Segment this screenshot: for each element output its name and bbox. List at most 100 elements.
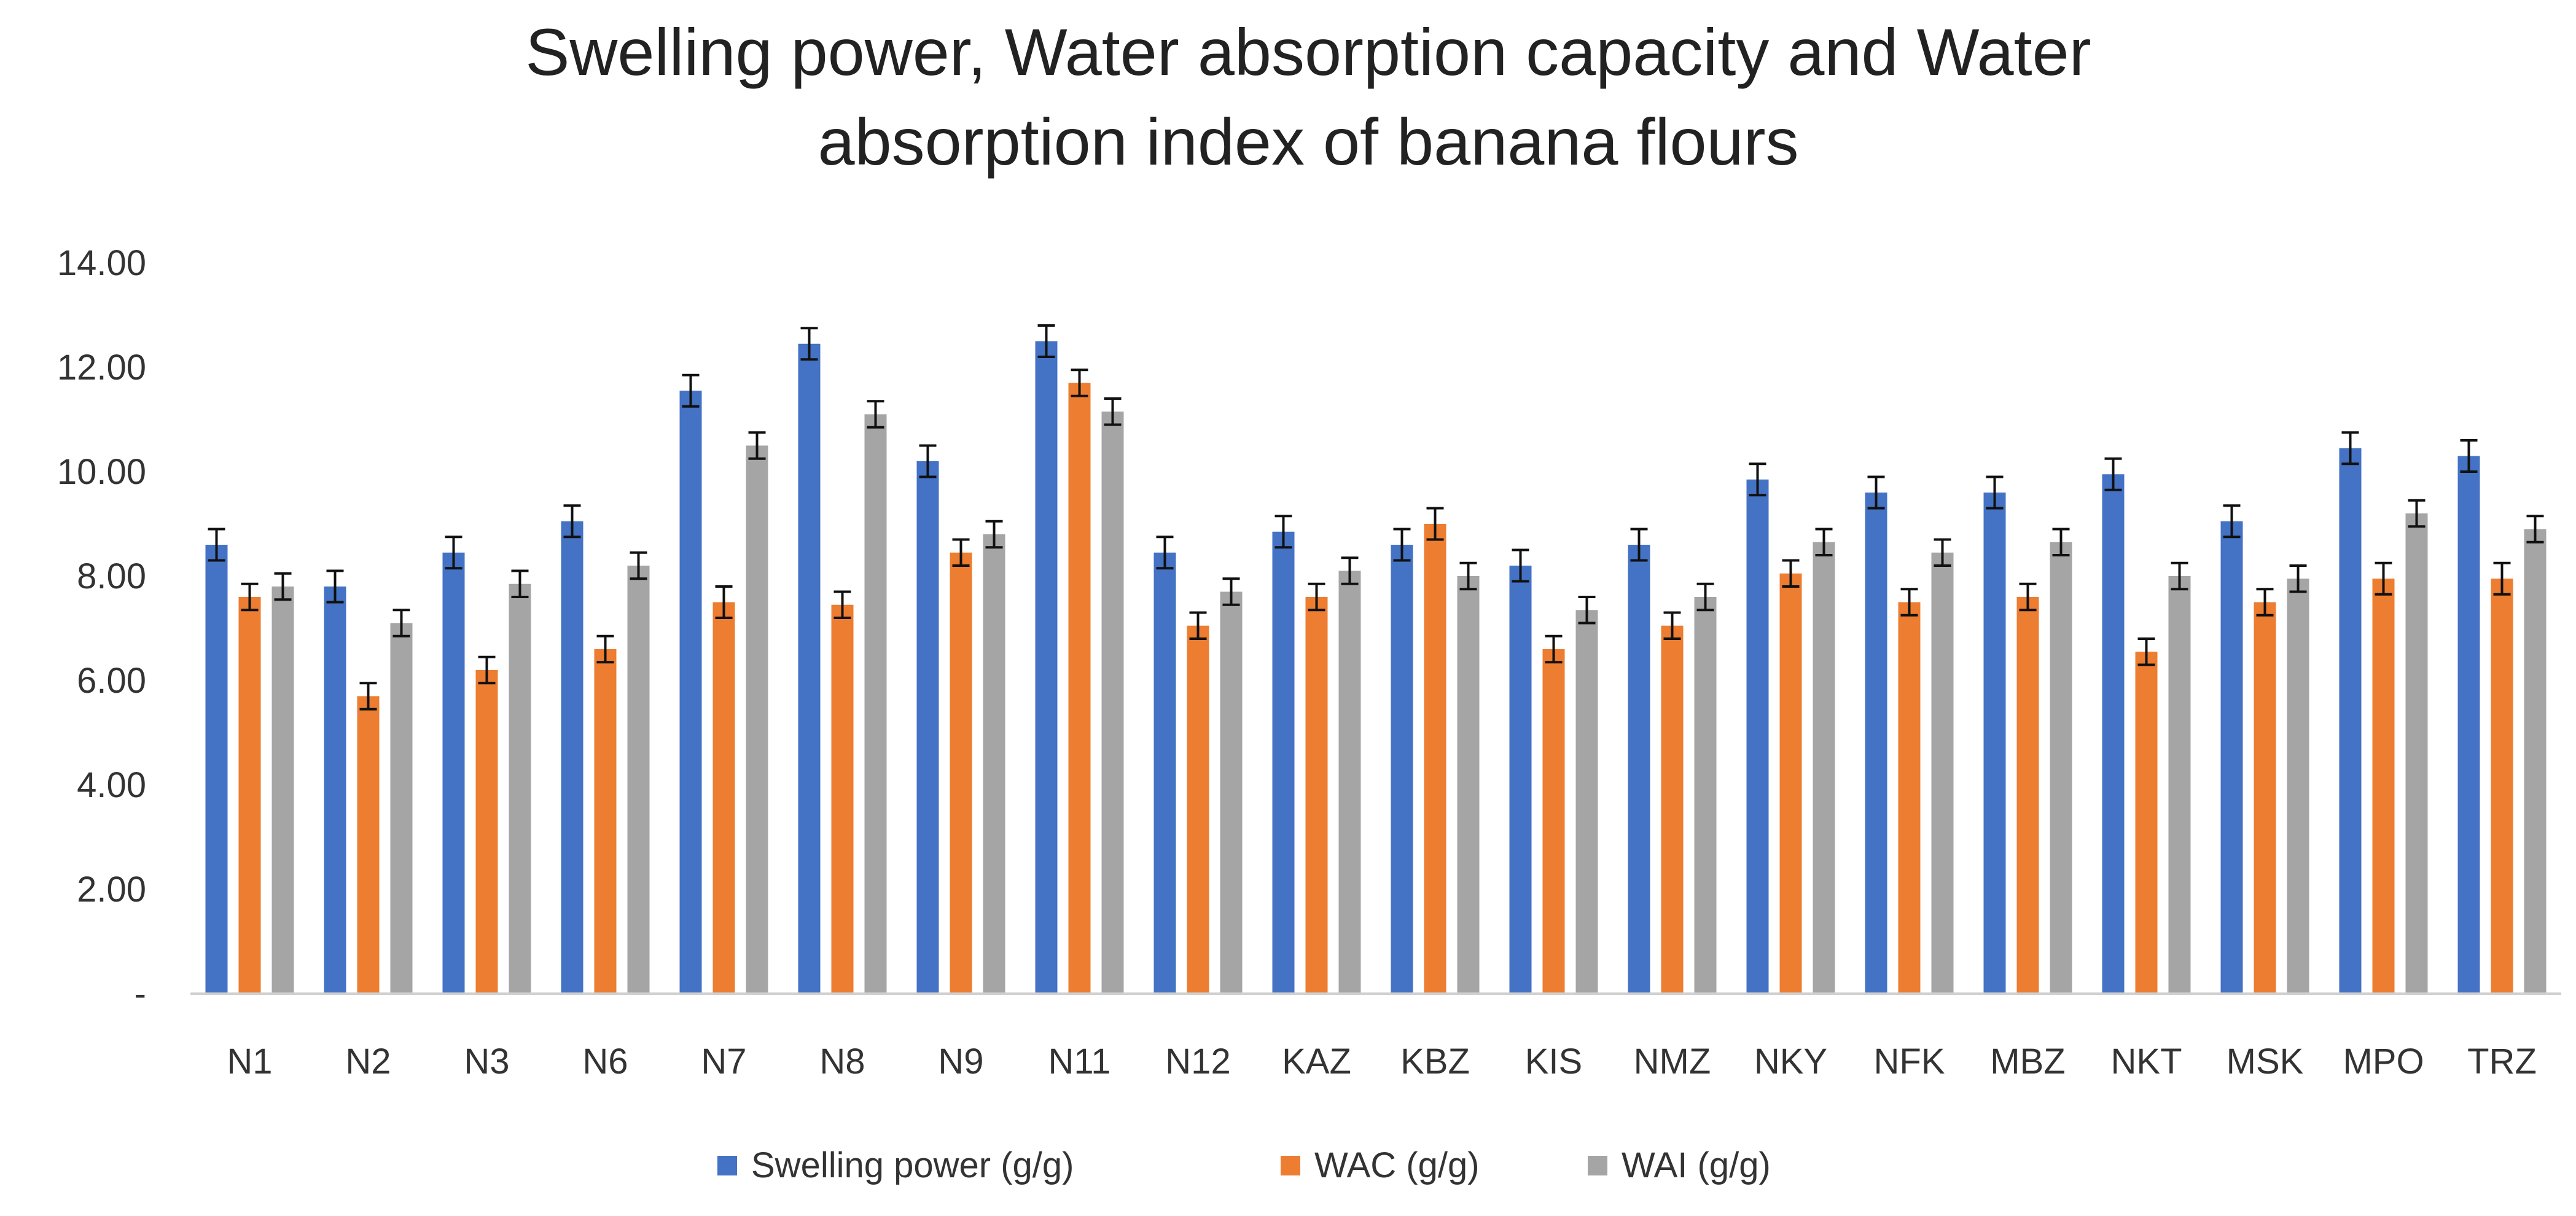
legend: Swelling power (g/g) WAC (g/g) WAI (g/g) bbox=[717, 1145, 1771, 1185]
y-tick-label: 6.00 bbox=[77, 661, 146, 701]
bar-kaz-series-3 bbox=[1338, 571, 1361, 994]
bar-nmz-series-2 bbox=[1661, 625, 1684, 994]
error-bar-nmz-series-3 bbox=[1696, 582, 1714, 612]
error-bar-mbz-series-3 bbox=[2052, 528, 2070, 556]
error-bar-kis-series-3 bbox=[1578, 596, 1596, 625]
bar-nmz-series-1 bbox=[1628, 545, 1650, 994]
bar-nky-series-2 bbox=[1779, 573, 1802, 994]
bar-n2-series-3 bbox=[390, 623, 413, 994]
error-bar-kaz-series-1 bbox=[1274, 515, 1292, 549]
error-bar-nmz-series-1 bbox=[1630, 528, 1648, 562]
chart-title-line-2: absorption index of banana flours bbox=[818, 104, 1798, 179]
bar-n2-series-1 bbox=[324, 587, 346, 994]
error-bar-nky-series-3 bbox=[1815, 528, 1833, 556]
bar-n2-series-2 bbox=[357, 696, 380, 994]
error-bar-nky-series-1 bbox=[1749, 462, 1766, 497]
error-bar-n7-series-3 bbox=[748, 431, 766, 460]
bar-trz-series-1 bbox=[2457, 456, 2480, 994]
error-bar-kaz-series-3 bbox=[1341, 556, 1359, 585]
bar-n11-series-2 bbox=[1068, 383, 1091, 994]
bar-n7-series-2 bbox=[712, 602, 735, 994]
error-bar-msk-series-1 bbox=[2223, 504, 2241, 539]
bar-msk-series-1 bbox=[2220, 521, 2243, 994]
error-bar-nkt-series-3 bbox=[2171, 561, 2188, 591]
error-bar-n8-series-3 bbox=[867, 400, 884, 429]
x-tick-label-msk: MSK bbox=[2227, 1042, 2304, 1082]
bar-kaz-series-2 bbox=[1305, 597, 1328, 994]
bar-n11-series-1 bbox=[1035, 341, 1058, 994]
error-bar-n3-series-2 bbox=[478, 655, 496, 685]
x-tick-label-n3: N3 bbox=[464, 1042, 509, 1082]
error-bars bbox=[208, 324, 2544, 711]
chart-title-line-1: Swelling power, Water absorption capacit… bbox=[525, 15, 2091, 89]
bar-kaz-series-1 bbox=[1272, 531, 1295, 994]
error-bar-mpo-series-2 bbox=[2375, 561, 2392, 596]
y-axis: - 2.00 4.00 6.00 8.00 10.00 12.00 14.00 bbox=[57, 243, 146, 1014]
error-bar-nkt-series-1 bbox=[2104, 457, 2122, 491]
error-bar-kbz-series-2 bbox=[1426, 507, 1444, 541]
bar-trz-series-3 bbox=[2524, 529, 2547, 994]
bar-n3-series-3 bbox=[509, 583, 531, 994]
bar-mpo-series-3 bbox=[2405, 513, 2428, 994]
error-bar-n11-series-3 bbox=[1104, 397, 1122, 426]
bar-n1-series-1 bbox=[205, 545, 228, 994]
x-tick-label-kbz: KBZ bbox=[1400, 1042, 1470, 1082]
error-bar-msk-series-2 bbox=[2256, 588, 2274, 617]
x-tick-label-nky: NKY bbox=[1754, 1042, 1827, 1082]
x-tick-label-trz: TRZ bbox=[2467, 1042, 2537, 1082]
error-bar-n7-series-1 bbox=[682, 373, 700, 408]
error-bar-mpo-series-3 bbox=[2408, 499, 2426, 528]
bar-n6-series-2 bbox=[594, 649, 617, 994]
bar-nky-series-1 bbox=[1746, 479, 1769, 994]
x-tick-label-n2: N2 bbox=[345, 1042, 391, 1082]
bar-kis-series-2 bbox=[1542, 649, 1565, 994]
bar-nfk-series-1 bbox=[1865, 493, 1887, 994]
error-bar-kis-series-1 bbox=[1512, 548, 1529, 583]
error-bar-nkt-series-2 bbox=[2137, 637, 2155, 666]
error-bar-mbz-series-1 bbox=[1986, 475, 2004, 510]
legend-swatch bbox=[717, 1156, 737, 1175]
y-tick-label: 2.00 bbox=[77, 870, 146, 910]
bar-nky-series-3 bbox=[1813, 542, 1835, 994]
error-bar-kbz-series-3 bbox=[1459, 561, 1477, 591]
error-bar-n6-series-2 bbox=[596, 634, 614, 664]
bar-n8-series-1 bbox=[798, 343, 821, 994]
bar-n1-series-3 bbox=[271, 587, 294, 994]
error-bar-n9-series-3 bbox=[985, 520, 1003, 549]
legend-label: Swelling power (g/g) bbox=[751, 1145, 1074, 1185]
error-bar-n6-series-3 bbox=[630, 551, 647, 580]
error-bar-n9-series-1 bbox=[919, 444, 937, 478]
error-bar-trz-series-1 bbox=[2460, 439, 2478, 473]
error-bar-trz-series-2 bbox=[2493, 561, 2511, 596]
legend-label: WAC (g/g) bbox=[1314, 1145, 1480, 1185]
bar-mpo-series-2 bbox=[2372, 579, 2395, 994]
bar-nkt-series-1 bbox=[2102, 474, 2125, 994]
x-tick-label-nkt: NKT bbox=[2111, 1042, 2182, 1082]
bar-msk-series-2 bbox=[2254, 602, 2276, 994]
x-tick-label-n6: N6 bbox=[582, 1042, 628, 1082]
bar-kbz-series-1 bbox=[1391, 545, 1413, 994]
bar-mpo-series-1 bbox=[2339, 448, 2362, 994]
error-bar-n1-series-1 bbox=[208, 528, 225, 562]
x-tick-label-n1: N1 bbox=[227, 1042, 272, 1082]
bar-n6-series-1 bbox=[561, 521, 584, 994]
x-tick-label-nmz: NMZ bbox=[1634, 1042, 1711, 1082]
x-tick-label-n7: N7 bbox=[701, 1042, 746, 1082]
error-bar-msk-series-3 bbox=[2289, 564, 2307, 593]
error-bar-n2-series-3 bbox=[392, 609, 410, 637]
error-bar-mpo-series-1 bbox=[2341, 431, 2359, 466]
bar-nkt-series-3 bbox=[2168, 576, 2191, 994]
bar-n12-series-2 bbox=[1187, 625, 1209, 994]
chart-title: Swelling power, Water absorption capacit… bbox=[525, 15, 2091, 179]
y-tick-label: 10.00 bbox=[57, 452, 146, 492]
bar-n9-series-3 bbox=[983, 534, 1005, 994]
error-bar-kaz-series-2 bbox=[1308, 582, 1325, 612]
x-tick-label-kis: KIS bbox=[1525, 1042, 1583, 1082]
error-bar-n12-series-3 bbox=[1222, 577, 1240, 606]
error-bar-kis-series-2 bbox=[1545, 634, 1563, 664]
bar-n8-series-3 bbox=[864, 414, 887, 994]
error-bar-n12-series-1 bbox=[1156, 536, 1174, 570]
x-tick-label-nfk: NFK bbox=[1874, 1042, 1945, 1082]
bar-n7-series-3 bbox=[746, 445, 768, 994]
error-bar-n2-series-1 bbox=[326, 569, 344, 604]
